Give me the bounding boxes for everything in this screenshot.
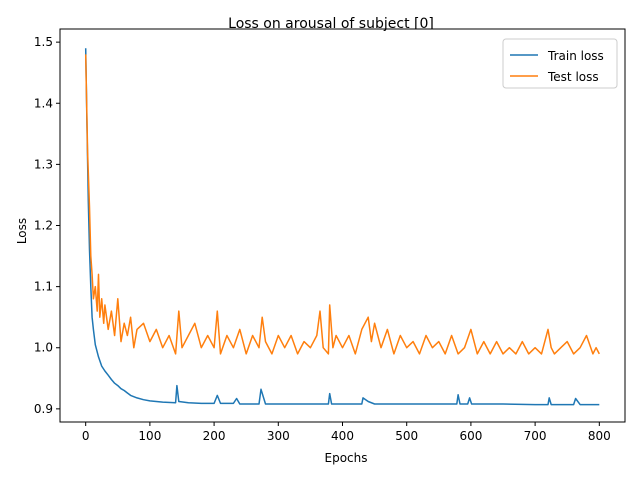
y-tick-label: 1.3 [34,157,53,171]
y-axis: 0.9 1.0 1.1 1.2 1.3 1.4 1.5 [34,35,60,416]
x-tick-label: 600 [459,429,482,443]
x-tick-label: 500 [395,429,418,443]
y-tick-label: 1.2 [34,219,53,233]
x-axis: 0 100 200 300 400 500 600 700 800 [82,422,611,443]
x-tick-label: 100 [138,429,161,443]
y-tick-label: 1.4 [34,96,53,110]
x-tick-label: 0 [82,429,90,443]
chart-title: Loss on arousal of subject [0] [228,16,434,32]
x-tick-label: 400 [331,429,354,443]
x-tick-label: 700 [524,429,547,443]
x-tick-label: 200 [203,429,226,443]
x-axis-label: Epochs [325,451,368,465]
series-line-1 [84,54,600,355]
series-line-0 [84,48,600,406]
legend: Train loss Test loss [502,38,618,89]
y-tick-label: 1.1 [34,280,53,294]
y-tick-label: 1.5 [34,35,53,49]
y-tick-label: 1.0 [34,341,53,355]
x-tick-label: 300 [267,429,290,443]
legend-label-test: Test loss [547,70,599,84]
y-axis-label: Loss [15,218,29,244]
x-tick-label: 800 [588,429,611,443]
legend-label-train: Train loss [547,49,604,63]
y-tick-label: 0.9 [34,402,53,416]
